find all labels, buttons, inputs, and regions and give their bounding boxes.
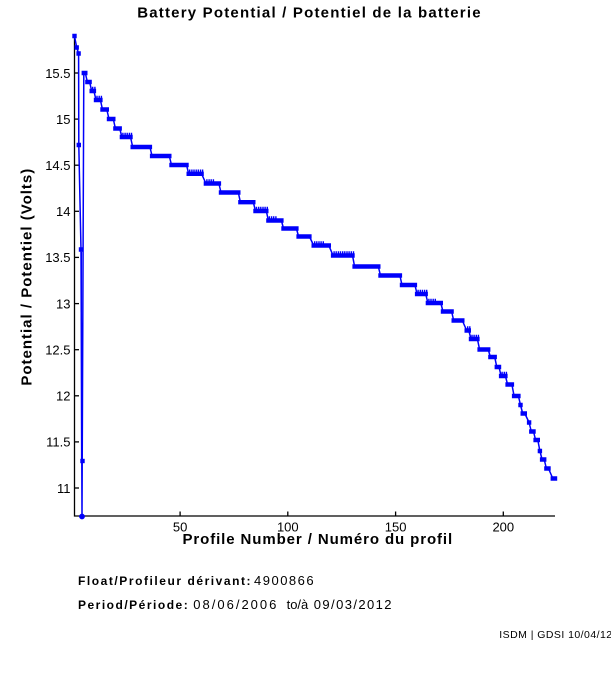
svg-text:11: 11 (57, 481, 71, 496)
svg-text:12.5: 12.5 (45, 343, 70, 358)
svg-text:12: 12 (56, 389, 70, 404)
svg-text:13.5: 13.5 (45, 250, 70, 265)
svg-text:Profile Number / Numéro du pro: Profile Number / Numéro du profil (183, 531, 454, 548)
svg-text:15: 15 (56, 112, 70, 127)
svg-text:4900866: 4900866 (254, 573, 315, 588)
svg-text:Potential / Potentiel (Volts): Potential / Potentiel (Volts) (19, 168, 36, 386)
svg-text:50: 50 (173, 520, 187, 535)
svg-text:08/06/2006: 08/06/2006 (193, 597, 278, 612)
svg-text:13: 13 (56, 296, 70, 311)
svg-text:15.5: 15.5 (45, 66, 70, 81)
svg-text:11.5: 11.5 (46, 435, 70, 450)
svg-text:Battery Potential / Potentiel: Battery Potential / Potentiel de la batt… (137, 4, 482, 21)
svg-text:to/à: to/à (287, 597, 309, 612)
svg-text:ISDM | GDSI 10/04/12: ISDM | GDSI 10/04/12 (499, 629, 611, 641)
svg-text:Period/Période:: Period/Période: (78, 598, 189, 612)
svg-text:14: 14 (56, 204, 70, 219)
svg-text:09/03/2012: 09/03/2012 (314, 597, 393, 612)
svg-text:200: 200 (492, 520, 514, 535)
svg-text:100: 100 (277, 520, 299, 535)
svg-text:150: 150 (385, 520, 407, 535)
svg-text:Float/Profileur dérivant:: Float/Profileur dérivant: (78, 574, 252, 588)
svg-text:14.5: 14.5 (45, 158, 70, 173)
